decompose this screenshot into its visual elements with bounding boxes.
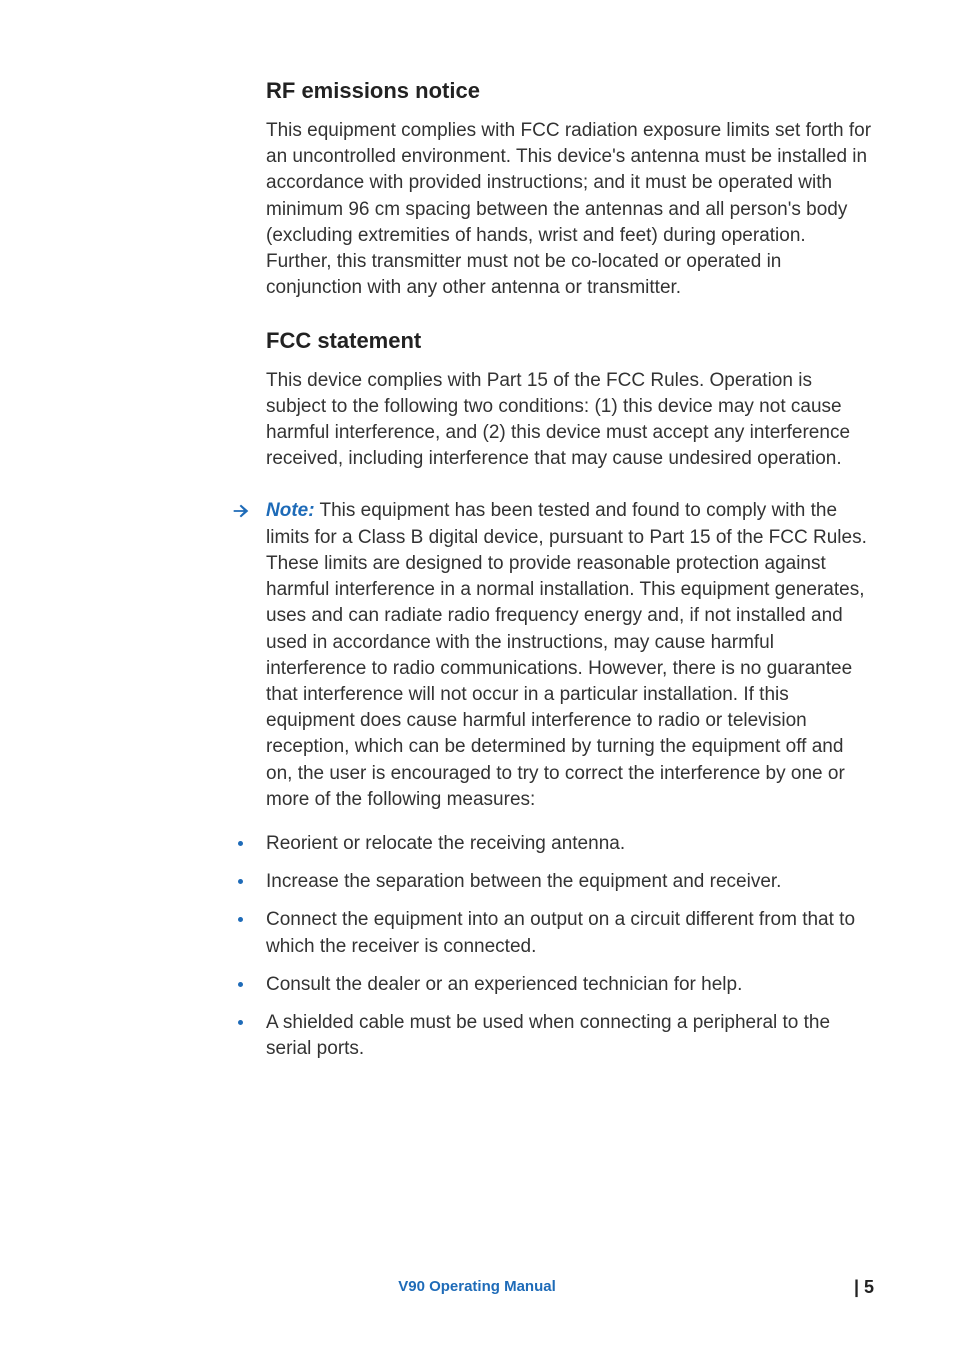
list-item-text: Connect the equipment into an output on …: [266, 909, 855, 956]
arrow-right-icon: [230, 500, 252, 522]
body-paragraph: This device complies with Part 15 of the…: [266, 368, 874, 473]
bullet-icon: [238, 982, 243, 987]
page-footer: V90 Operating Manual: [0, 1278, 954, 1296]
page-number-value: 5: [864, 1277, 874, 1297]
note-label: Note:: [266, 500, 315, 521]
bullet-icon: [238, 917, 243, 922]
section-heading: FCC statement: [266, 328, 874, 354]
bullet-icon: [238, 1020, 243, 1025]
list-item: Consult the dealer or an experienced tec…: [266, 972, 874, 998]
bullet-icon: [238, 841, 243, 846]
list-item-text: Consult the dealer or an experienced tec…: [266, 974, 742, 995]
section-heading: RF emissions notice: [266, 78, 874, 104]
list-item-text: Reorient or relocate the receiving anten…: [266, 833, 625, 854]
list-item: Increase the separation between the equi…: [266, 869, 874, 895]
page-number: | 5: [854, 1277, 874, 1298]
list-item: Reorient or relocate the receiving anten…: [266, 831, 874, 857]
list-item-text: A shielded cable must be used when conne…: [266, 1012, 830, 1059]
footer-title: V90 Operating Manual: [398, 1278, 556, 1295]
list-item-text: Increase the separation between the equi…: [266, 871, 781, 892]
bullet-icon: [238, 879, 243, 884]
list-item: Connect the equipment into an output on …: [266, 907, 874, 959]
body-paragraph: This equipment complies with FCC radiati…: [266, 118, 874, 302]
bullet-list: Reorient or relocate the receiving anten…: [266, 831, 874, 1063]
note-block: Note: This equipment has been tested and…: [266, 498, 874, 813]
note-body: This equipment has been tested and found…: [266, 500, 867, 809]
note-text: Note: This equipment has been tested and…: [266, 498, 874, 813]
page-number-prefix: |: [854, 1277, 864, 1297]
list-item: A shielded cable must be used when conne…: [266, 1010, 874, 1062]
